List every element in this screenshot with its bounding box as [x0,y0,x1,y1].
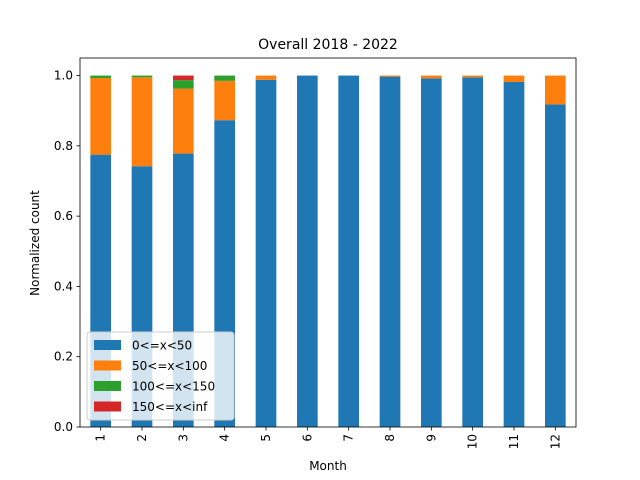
legend-swatch [94,360,121,371]
chart-title: Overall 2018 - 2022 [258,37,398,53]
x-axis-label: Month [309,459,347,473]
bar-month-5-series-1 [255,75,277,80]
bar-month-8-series-1 [379,75,401,77]
y-tick-label: 0.2 [54,350,73,364]
x-tick-label: 7 [342,434,356,442]
legend-swatch [94,401,121,412]
bar-month-4-series-2 [214,75,235,81]
y-tick-label: 1.0 [54,69,73,83]
x-tick-label: 10 [466,434,480,449]
legend-swatch [94,381,121,391]
bar-month-1-series-2 [90,75,111,79]
bar-month-2-series-2 [131,75,153,78]
legend-label: 50<=x<100 [132,359,207,373]
bar-month-12-series-0 [545,104,566,427]
bar-month-3-series-2 [173,80,194,89]
x-tick-label: 9 [424,434,438,442]
bar-month-3-series-1 [173,88,194,154]
legend-label: 0<=x<50 [132,339,192,353]
axes-group: 0.00.20.40.60.81.01 2 3 4 5 6 7 8 9 10 11 12 [54,57,577,449]
bar-month-6-series-0 [297,75,318,427]
bar-month-12-series-1 [545,75,566,105]
x-tick-label: 2 [135,434,149,442]
y-tick-label: 0.8 [54,139,73,153]
bar-month-10-series-0 [462,77,483,427]
x-tick-label: 5 [259,434,273,442]
bar-month-11-series-0 [503,81,525,428]
bar-month-9-series-1 [421,75,442,79]
bar-month-11-series-1 [503,75,525,82]
y-tick-label: 0.0 [54,420,73,434]
bar-month-7-series-0 [338,75,359,427]
legend-swatch [94,340,121,350]
bar-month-1-series-1 [90,78,111,155]
x-tick-label: 12 [548,434,562,449]
x-tick-label: 4 [218,434,232,442]
x-tick-label: 8 [383,434,397,442]
x-tick-label: 6 [300,434,314,442]
y-tick-label: 0.4 [54,279,73,293]
y-axis-label: Normalized count [28,190,42,296]
legend-label: 150<=x<inf [132,400,208,414]
bar-month-3-series-3 [173,75,194,81]
y-tick-label: 0.6 [54,209,73,223]
bar-month-8-series-0 [379,76,401,427]
bar-month-10-series-1 [462,75,483,78]
bar-month-9-series-0 [421,78,442,427]
legend: 0<=x<50 50<=x<100 100<=x<150 150<=x<inf [86,331,235,421]
legend-box [86,331,235,421]
x-tick-label: 3 [176,434,190,442]
x-tick-label: 11 [507,434,521,449]
plot-frame [79,57,577,428]
x-tick-label: 1 [94,434,108,442]
bar-month-2-series-1 [131,77,153,167]
bar-month-4-series-1 [214,80,235,121]
bars-group [90,75,566,428]
bar-month-5-series-0 [255,79,277,427]
legend-label: 100<=x<150 [132,380,215,394]
